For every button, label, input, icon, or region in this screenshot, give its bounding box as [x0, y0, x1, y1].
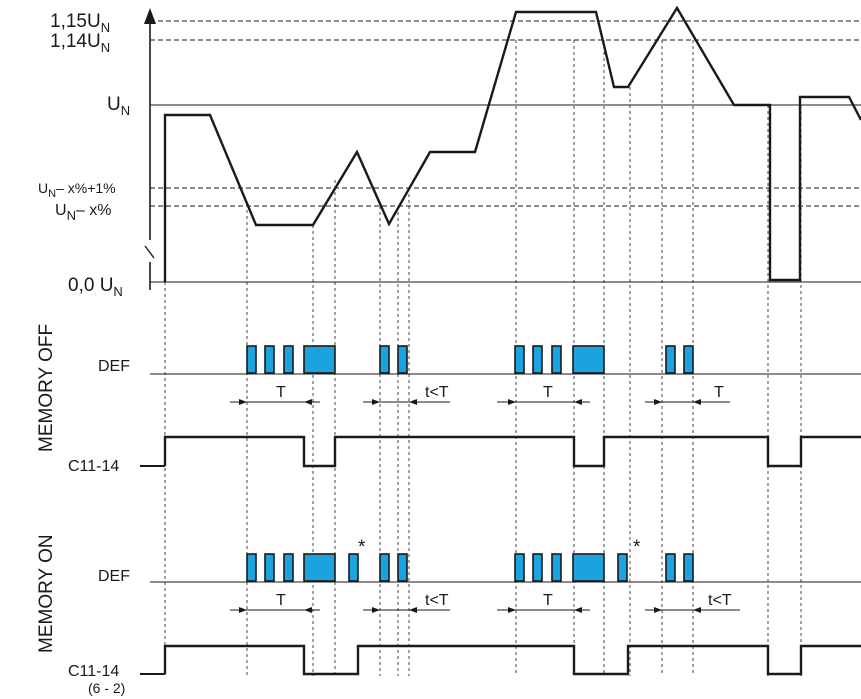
def-pulse: [683, 345, 694, 374]
axis-break-mark: [144, 245, 155, 259]
svg-text:T: T: [543, 592, 553, 609]
timer-measure: t<T: [363, 592, 450, 613]
timer-measure: T: [645, 384, 730, 405]
def-pulse: [532, 553, 543, 582]
svg-text:T: T: [276, 384, 286, 401]
timer-measure: t<T: [645, 592, 740, 613]
asterisk-marker: *: [358, 537, 366, 558]
voltage-graph: 1,15UN 1,14UN UN UN– x%+1% UN– x% 0,0 UN: [38, 5, 861, 299]
def-label-off: DEF: [98, 358, 130, 375]
def-pulse: [283, 345, 294, 374]
timer-measure: T: [497, 384, 590, 405]
def-pulse: [514, 345, 525, 374]
memory-on-section: MEMORY ON DEF * * T t<T: [36, 534, 861, 696]
relay-trace-off: [163, 435, 861, 468]
label-114: 1,14UN: [50, 31, 110, 55]
def-pulse: [551, 345, 562, 374]
svg-text:t<T: t<T: [425, 592, 449, 609]
svg-text:T: T: [714, 384, 724, 401]
def-pulse: [379, 345, 390, 374]
def-pulse: [683, 553, 694, 582]
memory-on-title: MEMORY ON: [36, 534, 57, 653]
def-pulse: [246, 553, 257, 582]
def-pulse: [246, 345, 257, 374]
axis-arrow-icon: [144, 8, 156, 24]
def-pulse: [397, 553, 408, 582]
relay-sub-label-on: (6 - 2): [88, 680, 125, 696]
def-pulse: [264, 553, 275, 582]
def-pulse: [665, 345, 676, 374]
svg-text:t<T: t<T: [708, 592, 732, 609]
def-pulse: [379, 553, 390, 582]
def-pulse: [617, 553, 628, 582]
label-115: 1,15UN: [50, 11, 110, 35]
label-unx: UN– x%: [55, 202, 112, 223]
memory-off-section: MEMORY OFF DEF T t<T: [36, 324, 861, 475]
def-pulse-wide: [303, 553, 336, 582]
def-pulse: [264, 345, 275, 374]
asterisk-marker: *: [633, 537, 641, 558]
vertical-guides: [164, 40, 802, 676]
def-pulse-wide: [572, 345, 605, 374]
def-pulse: [665, 553, 676, 582]
svg-text:T: T: [543, 384, 553, 401]
def-pulse: [283, 553, 294, 582]
label-un: UN: [107, 94, 130, 118]
def-pulse-wide: [572, 553, 605, 582]
timer-measure: T: [230, 592, 320, 613]
def-pulse: [348, 553, 359, 582]
label-unx1: UN– x%+1%: [38, 180, 116, 200]
svg-text:t<T: t<T: [425, 384, 449, 401]
voltage-trace: [163, 5, 861, 282]
relay-label-on: C11-14: [68, 663, 119, 680]
def-pulse-wide: [303, 345, 336, 374]
def-pulse: [532, 345, 543, 374]
def-label-on: DEF: [98, 568, 130, 585]
def-pulse: [514, 553, 525, 582]
def-pulse: [551, 553, 562, 582]
relay-trace-on: [163, 644, 861, 676]
timer-measure: t<T: [363, 384, 450, 405]
relay-label-off: C11-14: [68, 458, 119, 475]
svg-text:T: T: [276, 592, 286, 609]
timer-measure: T: [497, 592, 590, 613]
timer-measure: T: [230, 384, 320, 405]
def-pulse: [397, 345, 408, 374]
label-zero: 0,0 UN: [68, 275, 123, 299]
memory-off-title: MEMORY OFF: [36, 324, 57, 452]
